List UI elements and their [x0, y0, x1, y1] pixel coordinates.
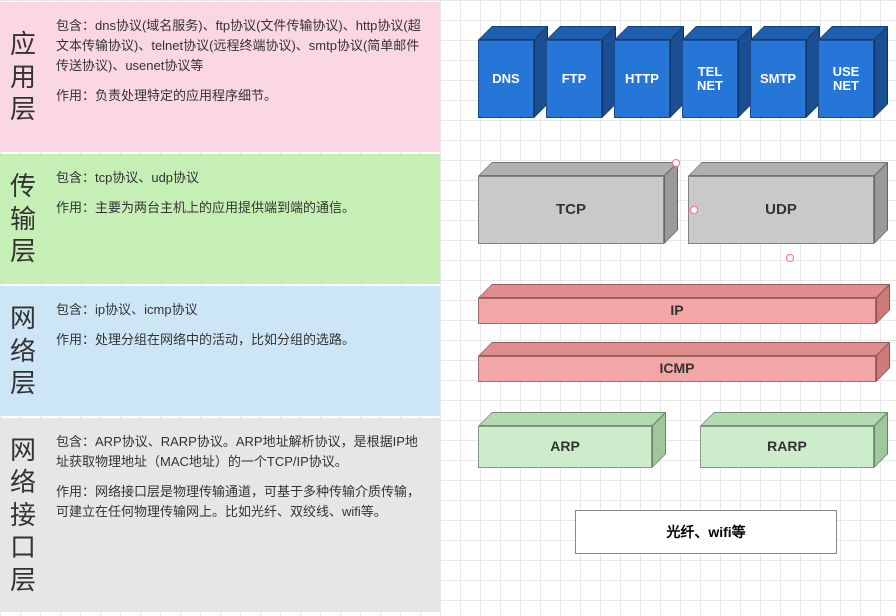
box-arp: ARP	[478, 412, 666, 468]
box-front: RARP	[700, 426, 874, 468]
layer-title-app: 应用层	[0, 2, 46, 152]
layer-includes: 包含：ARP协议、RARP协议。ARP地址解析协议，是根据IP地址获取物理地址（…	[56, 432, 426, 472]
box-front: USE NET	[818, 40, 874, 118]
selection-handle[interactable]	[690, 206, 698, 214]
layer-link: 网络接口层包含：ARP协议、RARP协议。ARP地址解析协议，是根据IP地址获取…	[0, 418, 440, 612]
box-front: TCP	[478, 176, 664, 244]
box-front: ICMP	[478, 356, 876, 382]
box-front: DNS	[478, 40, 534, 118]
layer-text-net: 包含：ip协议、icmp协议作用：处理分组在网络中的活动，比如分组的选路。	[46, 286, 440, 364]
box-usenet: USE NET	[818, 26, 888, 118]
layer-title-trans: 传输层	[0, 154, 46, 284]
selection-handle[interactable]	[672, 159, 680, 167]
box-tcp: TCP	[478, 162, 678, 244]
box-ip: IP	[478, 284, 890, 324]
box-telnet: TEL NET	[682, 26, 752, 118]
selection-handle[interactable]	[786, 254, 794, 262]
layer-text-trans: 包含：tcp协议、udp协议作用：主要为两台主机上的应用提供端到端的通信。	[46, 154, 440, 232]
layer-role: 作用：处理分组在网络中的活动，比如分组的选路。	[56, 330, 426, 350]
box-icmp: ICMP	[478, 342, 890, 382]
box-dns: DNS	[478, 26, 548, 118]
box-front: ARP	[478, 426, 652, 468]
box-rarp: RARP	[700, 412, 888, 468]
box-front: SMTP	[750, 40, 806, 118]
layer-net: 网络层包含：ip协议、icmp协议作用：处理分组在网络中的活动，比如分组的选路。	[0, 286, 440, 416]
layer-trans: 传输层包含：tcp协议、udp协议作用：主要为两台主机上的应用提供端到端的通信。	[0, 154, 440, 284]
layer-text-app: 包含：dns协议(域名服务)、ftp协议(文件传输协议)、http协议(超文本传…	[46, 2, 440, 121]
box-front: FTP	[546, 40, 602, 118]
layer-includes: 包含：tcp协议、udp协议	[56, 168, 426, 188]
layer-app: 应用层包含：dns协议(域名服务)、ftp协议(文件传输协议)、http协议(超…	[0, 2, 440, 152]
box-front: TEL NET	[682, 40, 738, 118]
layer-text-link: 包含：ARP协议、RARP协议。ARP地址解析协议，是根据IP地址获取物理地址（…	[46, 418, 440, 537]
box-front: HTTP	[614, 40, 670, 118]
layer-role: 作用：主要为两台主机上的应用提供端到端的通信。	[56, 198, 426, 218]
box-front: IP	[478, 298, 876, 324]
media-label: 光纤、wifi等	[666, 522, 745, 542]
layer-includes: 包含：ip协议、icmp协议	[56, 300, 426, 320]
box-front: UDP	[688, 176, 874, 244]
media-box: 光纤、wifi等	[575, 510, 837, 554]
layer-includes: 包含：dns协议(域名服务)、ftp协议(文件传输协议)、http协议(超文本传…	[56, 16, 426, 76]
box-udp: UDP	[688, 162, 888, 244]
layer-role: 作用：网络接口层是物理传输通道，可基于多种传输介质传输，可建立在任何物理传输网上…	[56, 482, 426, 522]
box-smtp: SMTP	[750, 26, 820, 118]
layer-title-net: 网络层	[0, 286, 46, 416]
box-http: HTTP	[614, 26, 684, 118]
layer-title-link: 网络接口层	[0, 418, 46, 612]
layer-role: 作用：负责处理特定的应用程序细节。	[56, 86, 426, 106]
box-ftp: FTP	[546, 26, 616, 118]
